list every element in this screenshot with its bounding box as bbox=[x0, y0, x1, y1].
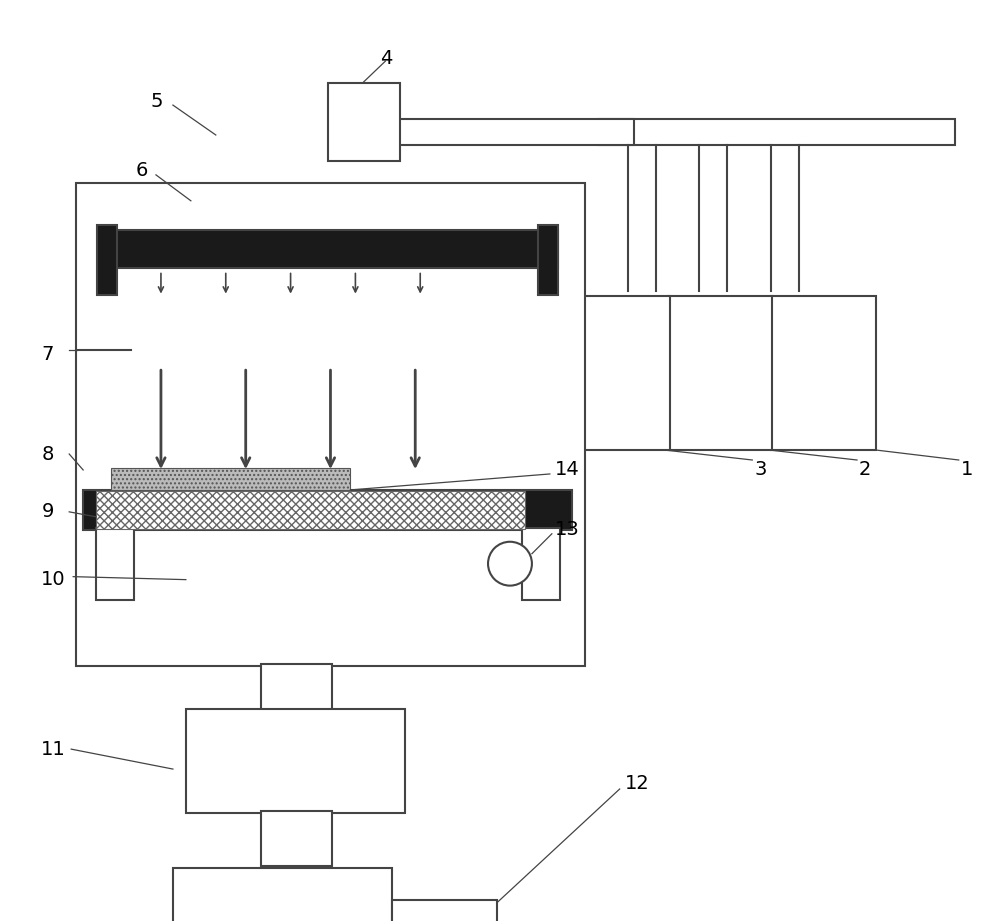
Bar bbox=[565, 295, 670, 450]
Bar bbox=[261, 665, 332, 711]
Bar bbox=[598, 119, 955, 145]
Bar bbox=[96, 527, 134, 599]
Bar bbox=[522, 527, 560, 599]
Bar bbox=[186, 709, 405, 813]
Text: 3: 3 bbox=[754, 460, 767, 479]
Text: 10: 10 bbox=[41, 570, 66, 589]
Text: 4: 4 bbox=[380, 49, 393, 67]
Text: 6: 6 bbox=[136, 161, 148, 181]
Bar bbox=[97, 225, 117, 294]
Text: 13: 13 bbox=[555, 520, 580, 539]
Bar bbox=[668, 295, 772, 450]
Bar bbox=[261, 811, 332, 866]
Text: 14: 14 bbox=[555, 460, 580, 479]
Circle shape bbox=[488, 542, 532, 585]
Text: 5: 5 bbox=[151, 91, 163, 111]
Text: 7: 7 bbox=[41, 345, 54, 364]
Bar bbox=[173, 868, 392, 922]
Text: 11: 11 bbox=[41, 739, 66, 759]
Bar bbox=[111, 468, 350, 490]
Text: 2: 2 bbox=[859, 460, 871, 479]
Bar bbox=[538, 225, 558, 294]
Bar bbox=[328, 83, 400, 161]
Bar bbox=[392, 900, 497, 922]
Text: 8: 8 bbox=[41, 444, 54, 464]
Bar bbox=[76, 183, 585, 667]
Text: 1: 1 bbox=[961, 460, 973, 479]
Bar bbox=[771, 295, 876, 450]
Bar bbox=[83, 490, 572, 530]
Text: 12: 12 bbox=[625, 774, 649, 793]
Bar bbox=[99, 230, 558, 267]
Text: 9: 9 bbox=[41, 502, 54, 521]
Bar bbox=[96, 491, 525, 529]
Bar bbox=[372, 119, 634, 145]
